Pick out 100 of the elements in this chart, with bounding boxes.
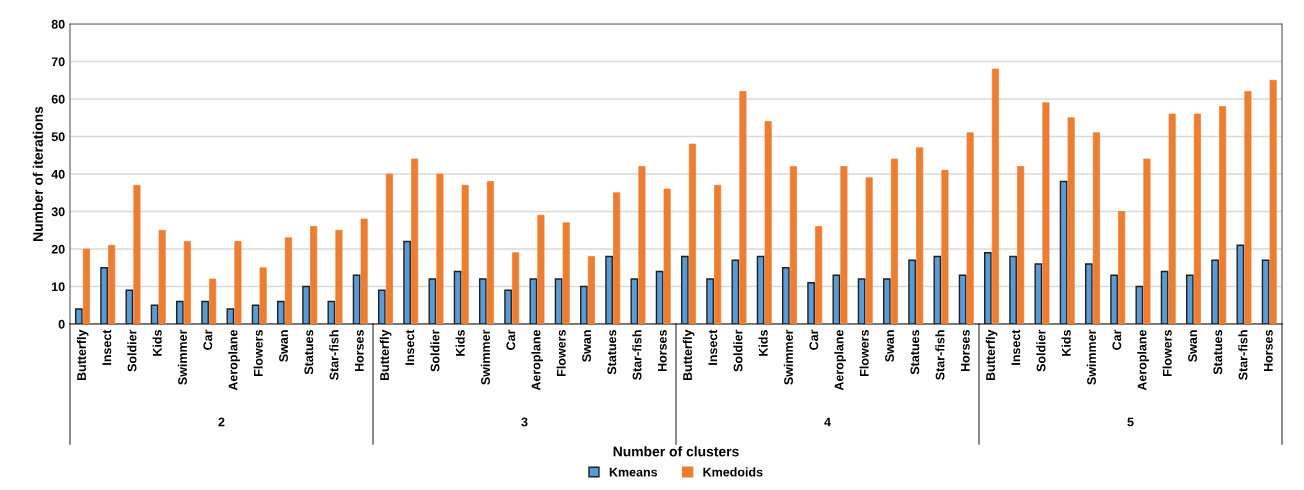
bar [1160,270,1169,324]
bar [613,192,621,324]
y-tick-label: 20 [51,244,65,254]
bar [1236,244,1245,324]
bar [731,259,740,324]
x-tick-label: Statues [910,330,920,375]
x-tick-label: Statues [607,330,617,375]
bar [638,166,646,324]
bar [310,226,318,324]
bar [411,158,419,324]
bar [360,218,368,324]
bar [259,267,267,324]
bar [133,184,141,324]
bar [486,181,494,324]
bar [1084,263,1093,324]
y-axis-title: Number of iterations [32,106,43,241]
bar [1059,180,1068,324]
y-tick-label: 80 [51,19,65,29]
bar [840,166,848,324]
bar [428,278,437,324]
x-tick-label: Horses [658,330,667,372]
x-tick-label: Statues [304,330,314,375]
bar [529,278,538,324]
bar [630,278,639,324]
y-tick-label: 40 [51,169,65,179]
bar [385,173,393,324]
x-tick-label: Kids [455,330,465,356]
x-tick-label: Swimmer [177,329,187,385]
x-tick-label: Insect [102,329,112,365]
x-tick-label: Aeroplane [228,329,240,391]
x-tick-label: Soldier [127,329,137,372]
bar [688,143,696,324]
bar [706,278,714,324]
x-tick-label: Star-fish [935,330,945,380]
x-tick-label: Insect [405,329,415,365]
bar [276,300,285,324]
bar [125,289,134,324]
x-tick-label: Car [1112,329,1122,350]
bar [958,274,967,324]
bar [1135,285,1144,324]
x-tick-label: Flowers [1162,330,1172,376]
bar [1017,166,1025,324]
bar [512,252,520,324]
x-tick-label: Swimmer [480,329,490,385]
x-tick-label: Star-fish [329,330,339,380]
bar [857,278,866,324]
bar [1118,211,1126,324]
text: 2 [218,417,225,427]
bar [1261,259,1270,324]
bar [302,285,310,324]
text: 5 [1127,417,1134,427]
x-tick-label: Flowers [859,330,869,376]
x-tick-label: Aeroplane [834,329,846,391]
x-tick-label: Aeroplane [531,329,543,391]
bar [562,222,570,324]
bar [764,121,772,324]
bar [209,278,217,324]
text: 4 [824,417,831,427]
bar [1269,79,1277,324]
y-tick-label: 30 [51,207,65,217]
bar [436,173,444,324]
bar [579,285,588,324]
bar [554,278,563,324]
bar [1219,106,1227,324]
x-tick-label: Swan [582,330,591,362]
bar [108,244,116,324]
bar [966,132,974,324]
bar [807,282,815,324]
text: 3 [521,417,528,427]
bar [756,255,765,324]
x-tick-label: Horses [355,330,364,372]
bar [882,278,891,324]
bar [916,147,924,324]
bar [377,289,386,324]
x-tick-label: Butterfly [379,329,392,381]
y-tick-label: 50 [51,132,65,142]
x-tick-label: Statues [1213,330,1223,375]
bar [175,300,184,324]
bar [587,256,595,324]
y-tick-label: 0 [58,319,65,329]
x-tick-label: Kids [1061,330,1071,356]
bar [403,240,411,324]
x-tick-label: Aeroplane [1137,329,1149,391]
bar [908,259,916,324]
x-tick-label: Star-fish [632,330,642,380]
bar [158,229,166,324]
x-tick-label: Star-fish [1238,330,1248,380]
bar [865,177,873,324]
x-tick-label: Car [203,329,213,350]
x-tick-label: Soldier [430,329,440,372]
x-tick-label: Swan [279,330,288,362]
bar [1042,102,1050,324]
bar [832,274,841,324]
bar [991,68,999,324]
x-tick-label: Horses [1264,330,1273,372]
bar [504,289,512,324]
x-tick-label: Car [809,329,819,350]
y-tick-label: 70 [51,57,65,67]
bar [537,214,545,324]
x-tick-label: Swimmer [783,329,793,385]
